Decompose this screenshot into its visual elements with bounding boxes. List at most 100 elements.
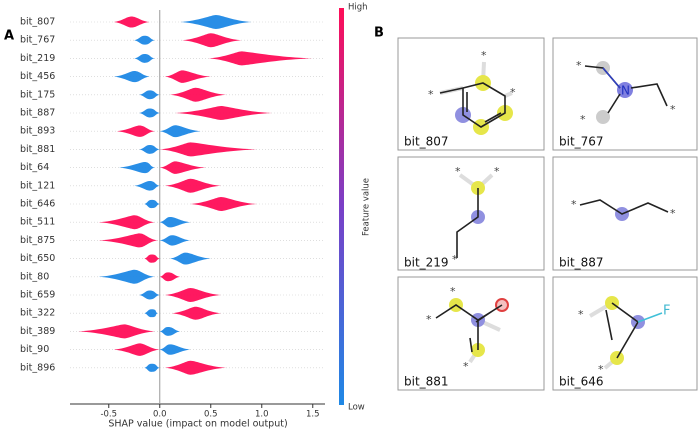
- swarm: [180, 15, 252, 29]
- x-tick-label: 1.0: [255, 410, 269, 420]
- swarm: [139, 108, 160, 118]
- colorbar-low: Low: [348, 403, 365, 413]
- molecule: N * * * bit_767: [559, 59, 676, 149]
- panel-label: A: [4, 29, 14, 44]
- swarm: [134, 180, 160, 191]
- swarm: [134, 35, 155, 45]
- fragment-label: bit_807: [404, 135, 449, 149]
- dummy-atom: *: [580, 113, 586, 126]
- swarm: [159, 161, 206, 174]
- swarm: [144, 309, 158, 318]
- y-tick-label: bit_64: [20, 162, 49, 173]
- swarm: [139, 144, 160, 154]
- swarm: [113, 343, 160, 356]
- dummy-atom: *: [670, 103, 676, 116]
- swarm: [159, 272, 181, 282]
- swarm: [144, 363, 160, 372]
- swarm: [98, 233, 158, 248]
- fragment-box: [397, 156, 545, 271]
- atom-label: F: [663, 304, 670, 319]
- molecule: * * * bit_807: [404, 49, 516, 149]
- y-tick-label: bit_322: [20, 308, 55, 319]
- swarm: [98, 269, 155, 284]
- y-tick-label: bit_511: [20, 217, 55, 228]
- y-tick-label: bit_121: [20, 180, 55, 191]
- swarm: [159, 326, 181, 336]
- dummy-atom: *: [455, 165, 461, 178]
- dummy-atom: *: [670, 207, 676, 220]
- dummy-atom: *: [450, 285, 456, 298]
- swarm: [139, 90, 160, 100]
- swarm: [164, 288, 221, 302]
- atom-label: N: [621, 84, 630, 98]
- y-tick-label: bit_875: [20, 235, 55, 246]
- swarm: [98, 215, 155, 230]
- swarm: [116, 125, 155, 137]
- y-tick-label: bit_80: [20, 271, 49, 282]
- swarm: [172, 306, 221, 320]
- swarm: [118, 162, 155, 174]
- swarm: [159, 235, 191, 246]
- swarm: [159, 217, 191, 228]
- fragment-label: bit_887: [559, 256, 604, 270]
- swarm: [78, 324, 155, 339]
- swarm: [113, 71, 150, 83]
- x-axis-label: SHAP value (impact on model output): [108, 419, 287, 430]
- y-tick-label: bit_659: [20, 290, 55, 301]
- swarm: [139, 290, 160, 300]
- y-tick-label: bit_646: [20, 199, 55, 210]
- y-tick-label: bit_389: [20, 326, 55, 337]
- x-tick-label: 1.5: [306, 410, 320, 420]
- swarm: [159, 125, 201, 138]
- fragment-box: [552, 276, 698, 391]
- swarm: [164, 360, 227, 375]
- y-tick-label: bit_456: [20, 71, 55, 82]
- dummy-atom: *: [571, 198, 577, 211]
- swarm: [175, 106, 272, 120]
- fragment-label: bit_881: [404, 375, 449, 389]
- dummy-atom: *: [576, 59, 582, 72]
- y-tick-label: bit_650: [20, 253, 55, 264]
- swarm: [164, 178, 221, 193]
- swarm: [164, 70, 211, 83]
- x-tick-label: -0.5: [100, 410, 117, 420]
- fragment-label: bit_767: [559, 135, 604, 149]
- dummy-atom: *: [578, 308, 584, 321]
- molecule: * * bit_887: [559, 198, 676, 270]
- dummy-atom: *: [452, 253, 458, 266]
- colorbar-high: High: [348, 3, 368, 13]
- molecule: * * * bit_219: [404, 165, 500, 270]
- dummy-atom: *: [598, 363, 604, 376]
- colorbar: [339, 8, 344, 405]
- fragment-box: [397, 37, 545, 151]
- swarm: [113, 16, 150, 28]
- y-tick-label: bit_807: [20, 17, 55, 28]
- swarm: [144, 199, 160, 209]
- dummy-atom: *: [481, 49, 487, 62]
- dummy-atom: *: [428, 88, 434, 101]
- y-tick-label: bit_219: [20, 53, 55, 64]
- swarm: [208, 51, 313, 66]
- fragment-label: bit_219: [404, 256, 449, 270]
- swarm: [182, 33, 242, 48]
- swarm: [159, 344, 191, 355]
- x-tick-label: 0.5: [204, 410, 218, 420]
- dummy-atom: *: [426, 313, 432, 326]
- swarm: [169, 87, 227, 102]
- molecule: * * * bit_881: [404, 285, 509, 389]
- x-tick-label: 0.0: [153, 410, 167, 420]
- y-tick-label: bit_887: [20, 108, 55, 119]
- panel-label: B: [374, 26, 384, 41]
- swarm: [144, 254, 160, 263]
- swarm: [134, 53, 155, 63]
- swarm: [169, 252, 211, 265]
- fragment-label: bit_646: [559, 375, 604, 389]
- y-tick-label: bit_90: [20, 344, 49, 355]
- y-tick-label: bit_893: [20, 126, 55, 137]
- swarm: [159, 142, 257, 157]
- colorbar-label: Feature value: [362, 178, 372, 236]
- y-tick-label: bit_175: [20, 89, 55, 100]
- dummy-atom: *: [494, 165, 500, 178]
- swarm: [190, 197, 257, 211]
